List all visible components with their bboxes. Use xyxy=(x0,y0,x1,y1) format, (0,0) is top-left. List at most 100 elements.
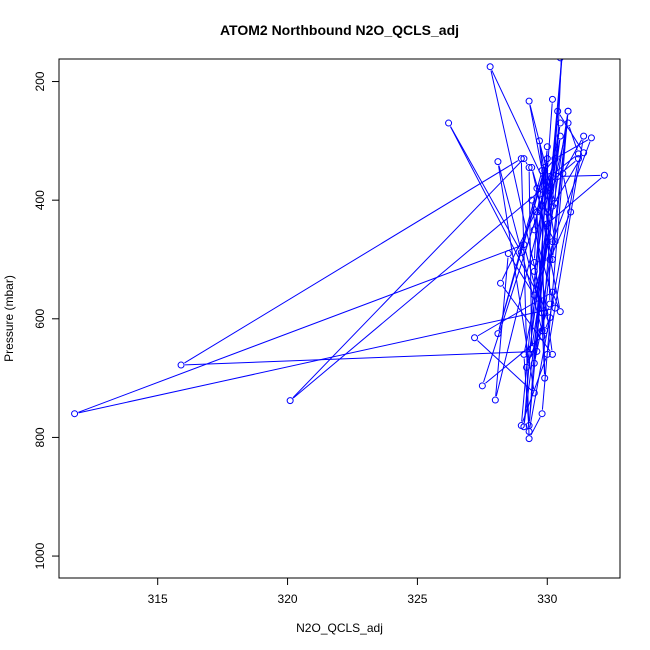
series-segment xyxy=(490,70,545,310)
series-group xyxy=(71,26,608,443)
series-segment xyxy=(561,174,601,177)
series-segment xyxy=(534,126,561,268)
data-point xyxy=(491,396,499,404)
series-segment xyxy=(534,275,545,327)
data-point xyxy=(587,134,595,142)
data-point xyxy=(567,208,575,216)
data-point xyxy=(554,172,562,180)
x-tick-label: 320 xyxy=(278,592,298,606)
data-point xyxy=(71,410,79,418)
series-segment xyxy=(541,210,546,375)
series-segment xyxy=(495,162,555,397)
data-point xyxy=(548,95,556,103)
data-point xyxy=(530,226,538,234)
series-segment xyxy=(531,115,568,345)
series-segment xyxy=(529,126,561,351)
data-point xyxy=(471,334,479,342)
data-point xyxy=(517,155,525,163)
series-segment xyxy=(533,215,538,259)
series-segment xyxy=(529,104,542,167)
data-point xyxy=(546,300,554,308)
y-tick-label: 1000 xyxy=(33,542,47,569)
data-point xyxy=(478,382,486,390)
data-point xyxy=(564,119,572,127)
data-point xyxy=(530,258,538,266)
series-segment xyxy=(547,139,584,351)
data-point xyxy=(556,59,564,62)
data-point xyxy=(538,410,546,418)
series-segment xyxy=(545,321,549,328)
data-point xyxy=(548,288,556,296)
data-point xyxy=(538,333,546,341)
data-point xyxy=(541,374,549,382)
data-point xyxy=(525,427,533,435)
chart-title: ATOM2 Northbound N2O_QCLS_adj xyxy=(220,22,459,38)
series-segment xyxy=(78,308,552,414)
series-segment xyxy=(501,191,546,280)
data-point xyxy=(530,291,538,299)
plot-area xyxy=(71,26,608,443)
x-tick-label: 330 xyxy=(537,592,557,606)
series-segment xyxy=(449,126,549,315)
data-point xyxy=(541,167,549,175)
series-segment xyxy=(498,174,542,330)
series-segment xyxy=(549,177,602,222)
data-point xyxy=(543,184,551,192)
series-segment xyxy=(541,115,569,410)
data-point xyxy=(559,169,567,177)
data-point xyxy=(546,314,554,322)
series-segment xyxy=(521,171,545,422)
data-point xyxy=(517,248,525,256)
data-point xyxy=(580,149,588,157)
series-segment xyxy=(528,103,553,422)
data-point xyxy=(560,43,566,49)
plot-frame xyxy=(58,58,621,579)
data-point xyxy=(538,309,546,317)
data-point xyxy=(551,238,559,246)
data-point xyxy=(525,435,533,443)
data-point xyxy=(538,202,546,210)
data-point xyxy=(494,158,502,166)
data-point xyxy=(600,171,608,179)
data-point xyxy=(543,238,551,246)
x-tick-label: 315 xyxy=(148,592,168,606)
series-segment xyxy=(525,161,528,165)
series-segment xyxy=(491,70,547,185)
data-point xyxy=(543,220,551,228)
data-point xyxy=(504,250,512,258)
data-point xyxy=(543,208,551,216)
data-point xyxy=(486,63,494,71)
series-segment xyxy=(529,104,555,200)
data-point xyxy=(551,304,559,312)
data-point xyxy=(580,132,588,140)
data-point xyxy=(548,350,556,358)
data-point xyxy=(543,350,551,358)
series-segment xyxy=(527,307,549,364)
x-axis-label: N2O_QCLS_adj xyxy=(296,621,383,635)
data-point xyxy=(574,155,582,163)
data-point xyxy=(520,241,528,249)
y-tick-label: 600 xyxy=(33,308,47,328)
data-point xyxy=(543,143,551,151)
series-segment xyxy=(561,26,563,54)
data-point xyxy=(528,164,536,172)
series-segment xyxy=(185,351,533,366)
data-point xyxy=(551,199,559,207)
data-point xyxy=(548,238,556,246)
series-segment xyxy=(450,126,520,250)
y-axis-label: Pressure (mbar) xyxy=(2,275,16,362)
data-point xyxy=(530,267,538,275)
data-point xyxy=(533,347,541,355)
series-segment xyxy=(483,162,555,383)
data-point xyxy=(528,344,536,352)
series-segment xyxy=(563,177,571,209)
data-point xyxy=(535,190,543,198)
series-segment xyxy=(546,161,553,168)
x-tick-label: 325 xyxy=(407,592,427,606)
axes: 315 320 325 330 200 400 600 800 1000 xyxy=(33,71,558,606)
data-point xyxy=(546,172,554,180)
data-point xyxy=(533,184,541,192)
series-segment xyxy=(292,161,522,399)
data-point xyxy=(528,196,536,204)
